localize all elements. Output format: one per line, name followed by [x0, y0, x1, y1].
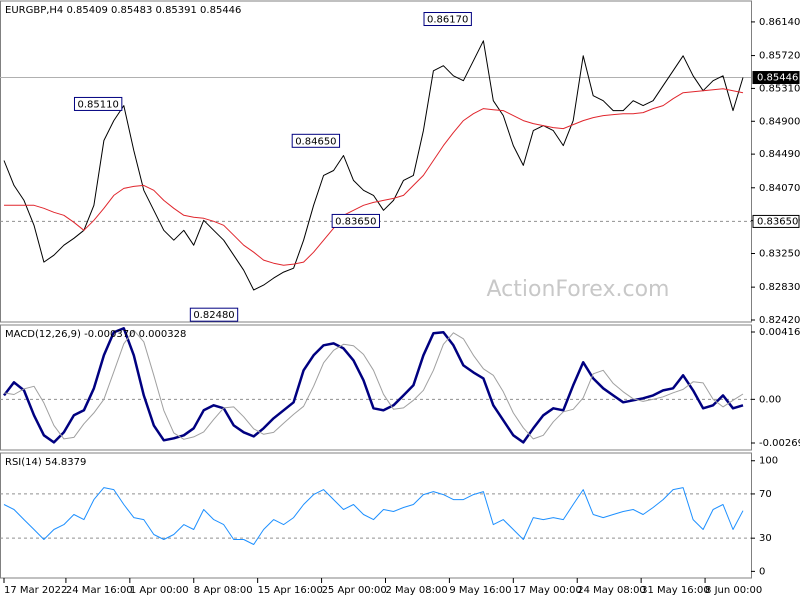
x-tick-label: 1 Apr 00:00	[130, 585, 189, 596]
x-tick-label: 17 May 00:00	[513, 585, 582, 596]
annotation-box	[291, 133, 341, 148]
series-line	[3, 40, 744, 291]
y-tick-label: 100	[759, 456, 778, 467]
x-tick-label: 24 Mar 16:00	[66, 585, 133, 596]
panel-frame	[0, 452, 752, 579]
y-tick-label: 0	[759, 566, 765, 577]
price-label-box	[752, 214, 800, 228]
y-tick-label: -0.002699	[759, 438, 800, 449]
x-tick-label: 2 May 08:00	[385, 585, 447, 596]
annotation-box	[189, 307, 239, 322]
y-tick-label: 0.82830	[759, 282, 800, 293]
x-tick-label: 9 May 16:00	[449, 585, 511, 596]
y-tick-label: 70	[759, 489, 772, 500]
x-tick-label: 15 Apr 16:00	[258, 585, 323, 596]
y-tick-label: 0.84070	[759, 183, 800, 194]
price-label: 0.85446	[757, 73, 798, 84]
annotation-box	[331, 213, 380, 228]
x-tick-label: 8 Apr 08:00	[194, 585, 253, 596]
y-tick-label: 0.85310	[759, 83, 800, 94]
panel-title: MACD(12,26,9) -0.000370 0.000328	[5, 329, 186, 340]
annotation-label: 0.85110	[77, 99, 118, 110]
annotation-label: 0.83650	[335, 216, 376, 227]
series-line	[3, 329, 744, 440]
x-tick-label: 8 Jun 00:00	[705, 585, 762, 596]
annotation-box	[423, 12, 472, 27]
price-label: 0.83650	[757, 216, 798, 227]
y-tick-label: 0.86140	[759, 17, 800, 28]
x-tick-label: 17 Mar 2022	[4, 585, 67, 596]
y-tick-label: 0.85720	[759, 51, 800, 62]
panel-title: EURGBP,H4 0.85409 0.85483 0.85391 0.8544…	[5, 5, 241, 16]
panel-title: RSI(14) 54.8379	[5, 457, 86, 468]
series-line	[3, 327, 744, 444]
y-tick-label: 0.82420	[759, 315, 800, 326]
x-tick-label: 24 May 08:00	[577, 585, 646, 596]
panel-frame	[0, 324, 752, 451]
y-tick-label: 0.84490	[759, 149, 800, 160]
panel-frame	[0, 0, 752, 323]
annotation-label: 0.86170	[427, 15, 468, 26]
watermark: ActionForex.com	[487, 277, 670, 302]
x-tick-label: 25 Apr 00:00	[322, 585, 387, 596]
series-line	[3, 487, 744, 545]
y-tick-label: 0.00	[759, 394, 781, 405]
x-tick-label: 31 May 16:00	[641, 585, 710, 596]
y-tick-label: 0.004164	[759, 327, 800, 338]
y-tick-label: 30	[759, 533, 772, 544]
series-line	[4, 88, 744, 266]
annotation-label: 0.82480	[193, 310, 234, 321]
price-label-box	[752, 71, 800, 85]
y-tick-label: 0.83250	[759, 248, 800, 259]
annotation-box	[73, 96, 123, 111]
annotation-label: 0.84650	[295, 136, 336, 147]
y-tick-label: 0.84900	[759, 116, 800, 127]
